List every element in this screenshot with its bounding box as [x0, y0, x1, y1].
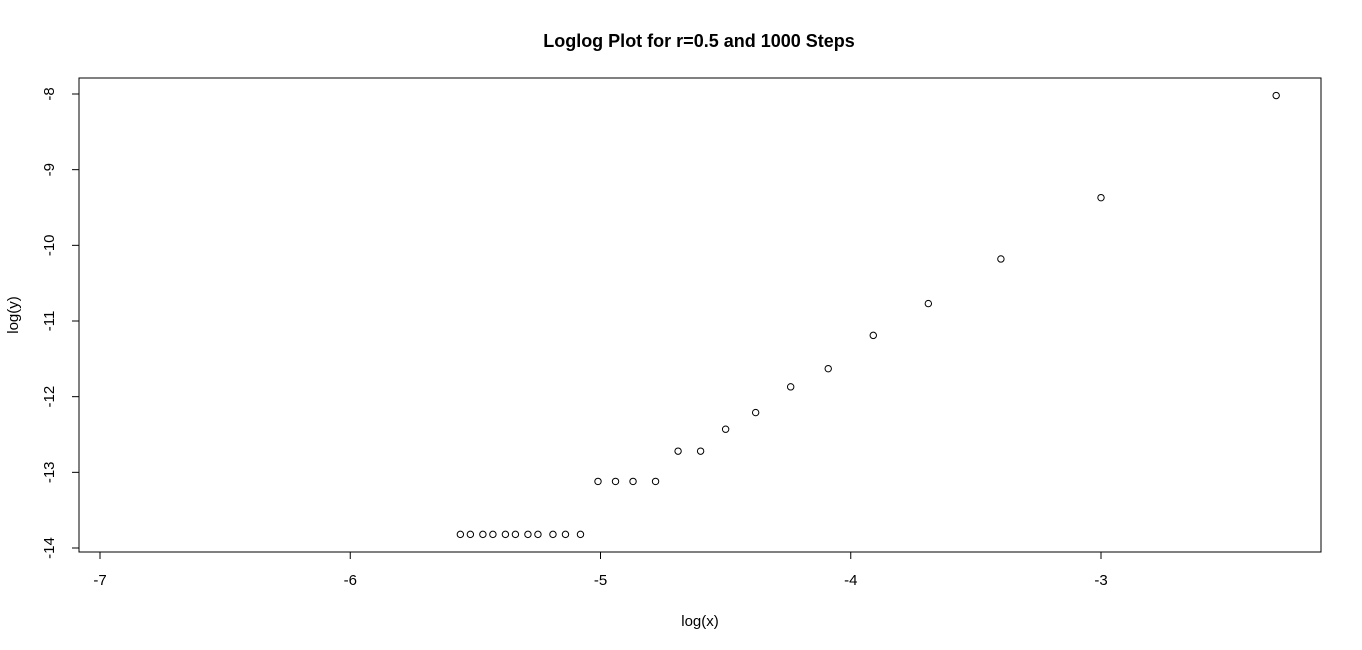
- data-point: [534, 530, 542, 539]
- data-point: [501, 530, 510, 539]
- y-tick-label: -10: [41, 234, 58, 256]
- y-tick-label: -8: [41, 87, 58, 100]
- data-point: [611, 477, 620, 486]
- data-point: [489, 530, 497, 539]
- y-tick-label: -12: [41, 386, 58, 408]
- data-point: [786, 383, 795, 391]
- x-tick-label: -4: [844, 572, 857, 589]
- plot-area-border: [78, 77, 1322, 553]
- x-tick-label: -7: [93, 572, 106, 589]
- y-tick-label: -13: [41, 461, 58, 483]
- data-point: [561, 530, 570, 539]
- data-point: [696, 447, 705, 455]
- data-point: [549, 530, 557, 539]
- data-point: [1097, 193, 1105, 202]
- chart-title: Loglog Plot for r=0.5 and 1000 Steps: [543, 31, 855, 51]
- data-point: [524, 530, 532, 539]
- data-point: [1272, 91, 1280, 100]
- data-point: [511, 530, 520, 539]
- data-points: [456, 91, 1280, 539]
- data-point: [997, 255, 1005, 263]
- y-tick-label: -14: [41, 537, 58, 559]
- data-point: [824, 364, 832, 373]
- data-point: [576, 530, 585, 539]
- data-point: [479, 530, 487, 539]
- data-point: [466, 530, 475, 539]
- y-tick-label: -11: [41, 311, 58, 332]
- x-tick-label: -3: [1094, 572, 1107, 589]
- x-tick-label: -6: [344, 572, 357, 589]
- data-point: [674, 447, 682, 455]
- y-tick-label: -9: [41, 163, 58, 176]
- data-point: [629, 477, 637, 486]
- y-axis-label: log(y): [5, 296, 22, 334]
- data-point: [751, 408, 760, 417]
- x-tick-label: -5: [594, 572, 607, 589]
- y-axis: -14 -13 -12 -11 -10 -9 -8: [41, 87, 80, 559]
- data-point: [869, 331, 877, 340]
- data-point: [456, 530, 465, 539]
- x-axis-label: log(x): [681, 613, 719, 630]
- data-point: [651, 477, 660, 486]
- x-axis: -7 -6 -5 -4 -3: [93, 551, 1108, 589]
- data-point: [924, 299, 933, 308]
- data-point: [721, 425, 730, 433]
- data-point: [594, 477, 602, 486]
